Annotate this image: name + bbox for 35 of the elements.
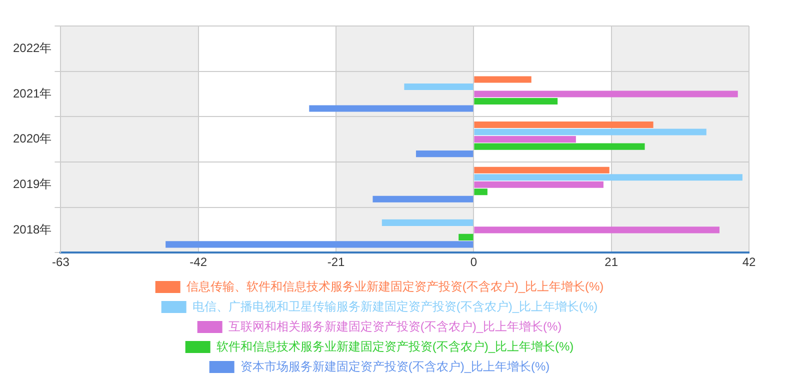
legend-label: 信息传输、软件和信息技术服务业新建固定资产投资(不含农户)_比上年增长(%) [186, 279, 604, 294]
bar [372, 196, 474, 202]
bar [474, 143, 645, 150]
bar [474, 226, 720, 234]
legend-label: 互联网和相关服务新建固定资产投资(不含农户)_比上年增长(%) [228, 319, 562, 334]
bar [474, 174, 742, 181]
legend-label: 电信、广播电视和卫星传输服务新建固定资产投资(不含农户)_比上年增长(%) [192, 299, 598, 314]
legend-label: 软件和信息技术服务业新建固定资产投资(不含农户)_比上年增长(%) [216, 339, 574, 354]
x-tick-label: 21 [604, 255, 618, 270]
bar [474, 188, 488, 196]
y-tick-label: 2019年 [12, 176, 52, 191]
bar [474, 181, 604, 188]
x-tick-label: 0 [470, 255, 478, 270]
bar [474, 98, 558, 104]
legend-label: 资本市场服务新建固定资产投资(不含农户)_比上年增长(%) [240, 359, 550, 374]
y-tick-label: 2021年 [12, 86, 52, 100]
bar [458, 234, 474, 240]
x-tick-label: 42 [742, 255, 756, 270]
bar [474, 136, 576, 143]
bar [382, 219, 474, 226]
bar [416, 150, 474, 158]
bar [474, 76, 532, 83]
x-tick-label: -21 [327, 255, 346, 270]
y-tick-label: 2020年 [12, 132, 52, 146]
bar [474, 90, 738, 98]
y-tick-label: 2018年 [12, 222, 52, 236]
x-tick-label: -42 [190, 255, 208, 270]
bar [404, 83, 474, 90]
bar [474, 122, 654, 128]
y-tick-label: 2022年 [12, 40, 52, 55]
bar [474, 128, 706, 136]
bar [166, 241, 474, 248]
x-tick-label: -63 [52, 255, 70, 270]
bar [309, 105, 474, 112]
bar [474, 166, 610, 174]
